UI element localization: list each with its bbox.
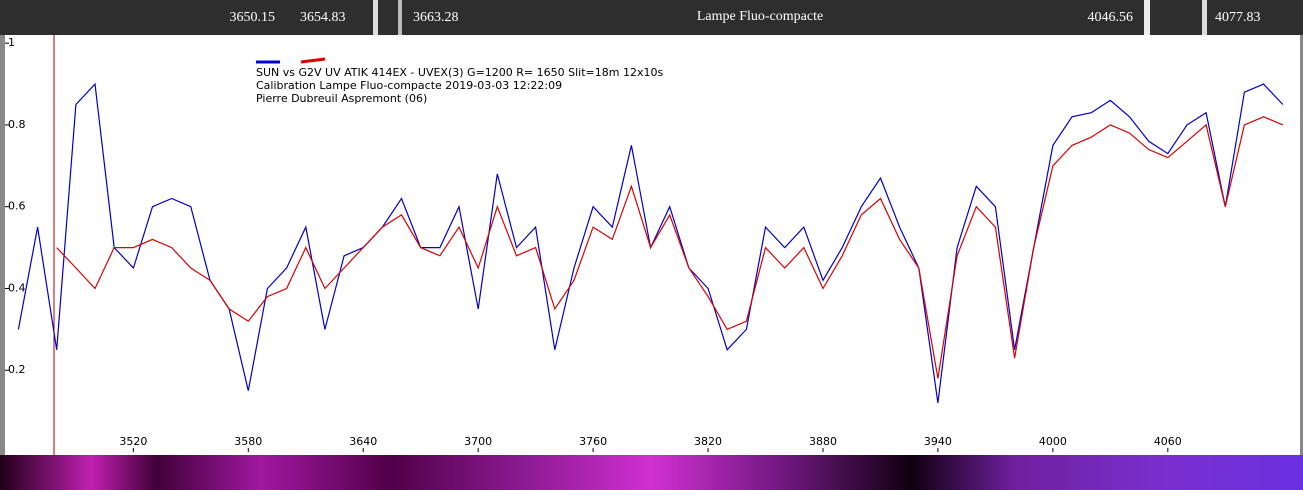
lamp-line <box>398 0 402 35</box>
x-tick-label: 3700 <box>464 435 492 448</box>
frame <box>1300 35 1303 455</box>
x-tick-label: 4060 <box>1154 435 1182 448</box>
x-tick-label: 3940 <box>924 435 952 448</box>
lamp-title: Lampe Fluo-compacte <box>697 9 823 24</box>
annotation: Calibration Lampe Fluo-compacte 2019-03-… <box>256 79 562 92</box>
annotation: SUN vs G2V UV ATIK 414EX - UVEX(3) G=120… <box>256 66 663 79</box>
lamp-line <box>373 0 378 35</box>
x-tick-label: 3520 <box>119 435 147 448</box>
lamp-label: 4046.56 <box>1088 10 1134 25</box>
y-tick-label: 0.4 <box>8 281 26 294</box>
lamp-label: 3654.83 <box>300 10 346 25</box>
x-tick-label: 3760 <box>579 435 607 448</box>
legend-swatch <box>300 57 326 64</box>
x-tick-label: 4000 <box>1039 435 1067 448</box>
synthetic-spectrum <box>0 455 1303 490</box>
frame <box>0 35 5 455</box>
x-tick-label: 3580 <box>234 435 262 448</box>
x-tick-label: 3640 <box>349 435 377 448</box>
lamp-strip: 3650.15 3654.83 3663.28 Lampe Fluo-compa… <box>0 0 1303 35</box>
x-tick-label: 3820 <box>694 435 722 448</box>
y-tick-label: 0.8 <box>8 118 26 131</box>
annotation: Pierre Dubreuil Aspremont (06) <box>256 92 427 105</box>
x-tick-label: 3880 <box>809 435 837 448</box>
y-tick-label: 0.2 <box>8 363 26 376</box>
spectrum-line <box>17 82 1284 403</box>
y-tick-label: 0.6 <box>8 200 26 213</box>
lamp-line <box>1202 0 1207 35</box>
spectrum-line <box>56 116 1284 379</box>
y-tick-label: 1 <box>8 36 15 49</box>
lamp-label: 4077.83 <box>1215 10 1261 25</box>
lamp-line <box>1144 0 1150 35</box>
lamp-label: 3650.15 <box>230 10 276 25</box>
lamp-background <box>0 0 1303 35</box>
lamp-label: 3663.28 <box>413 10 459 25</box>
